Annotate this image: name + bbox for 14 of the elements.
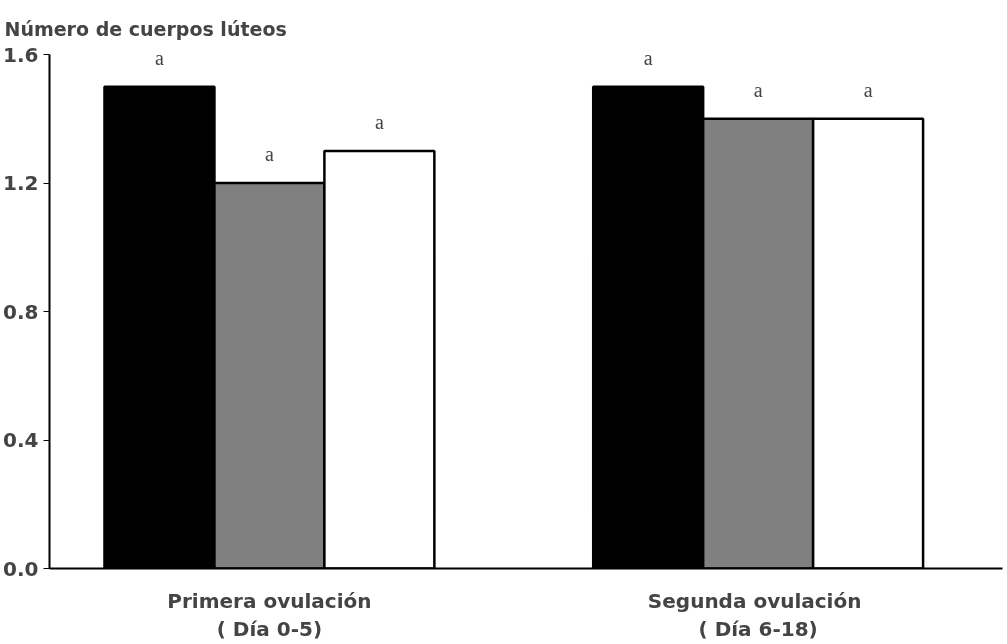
x-tick-label: Primera ovulación ( Día 0-5)	[167, 588, 372, 642]
y-axis-title: Número de cuerpos lúteos	[4, 17, 287, 40]
data-label: a	[643, 46, 653, 69]
data-label: a	[753, 78, 763, 101]
y-tick-label: 0.0	[3, 556, 39, 581]
y-tick-label: 1.2	[3, 171, 39, 195]
data-label: a	[374, 110, 384, 133]
y-tick-label: 0.8	[3, 299, 39, 324]
y-tick-label: 1.6	[3, 42, 39, 67]
data-label: a	[155, 46, 165, 69]
x-tick-label: Segunda ovulación ( Día 6-18)	[647, 588, 862, 642]
data-label: a	[863, 78, 873, 101]
y-tick-label: 0.4	[3, 428, 39, 452]
data-label: a	[264, 143, 274, 165]
